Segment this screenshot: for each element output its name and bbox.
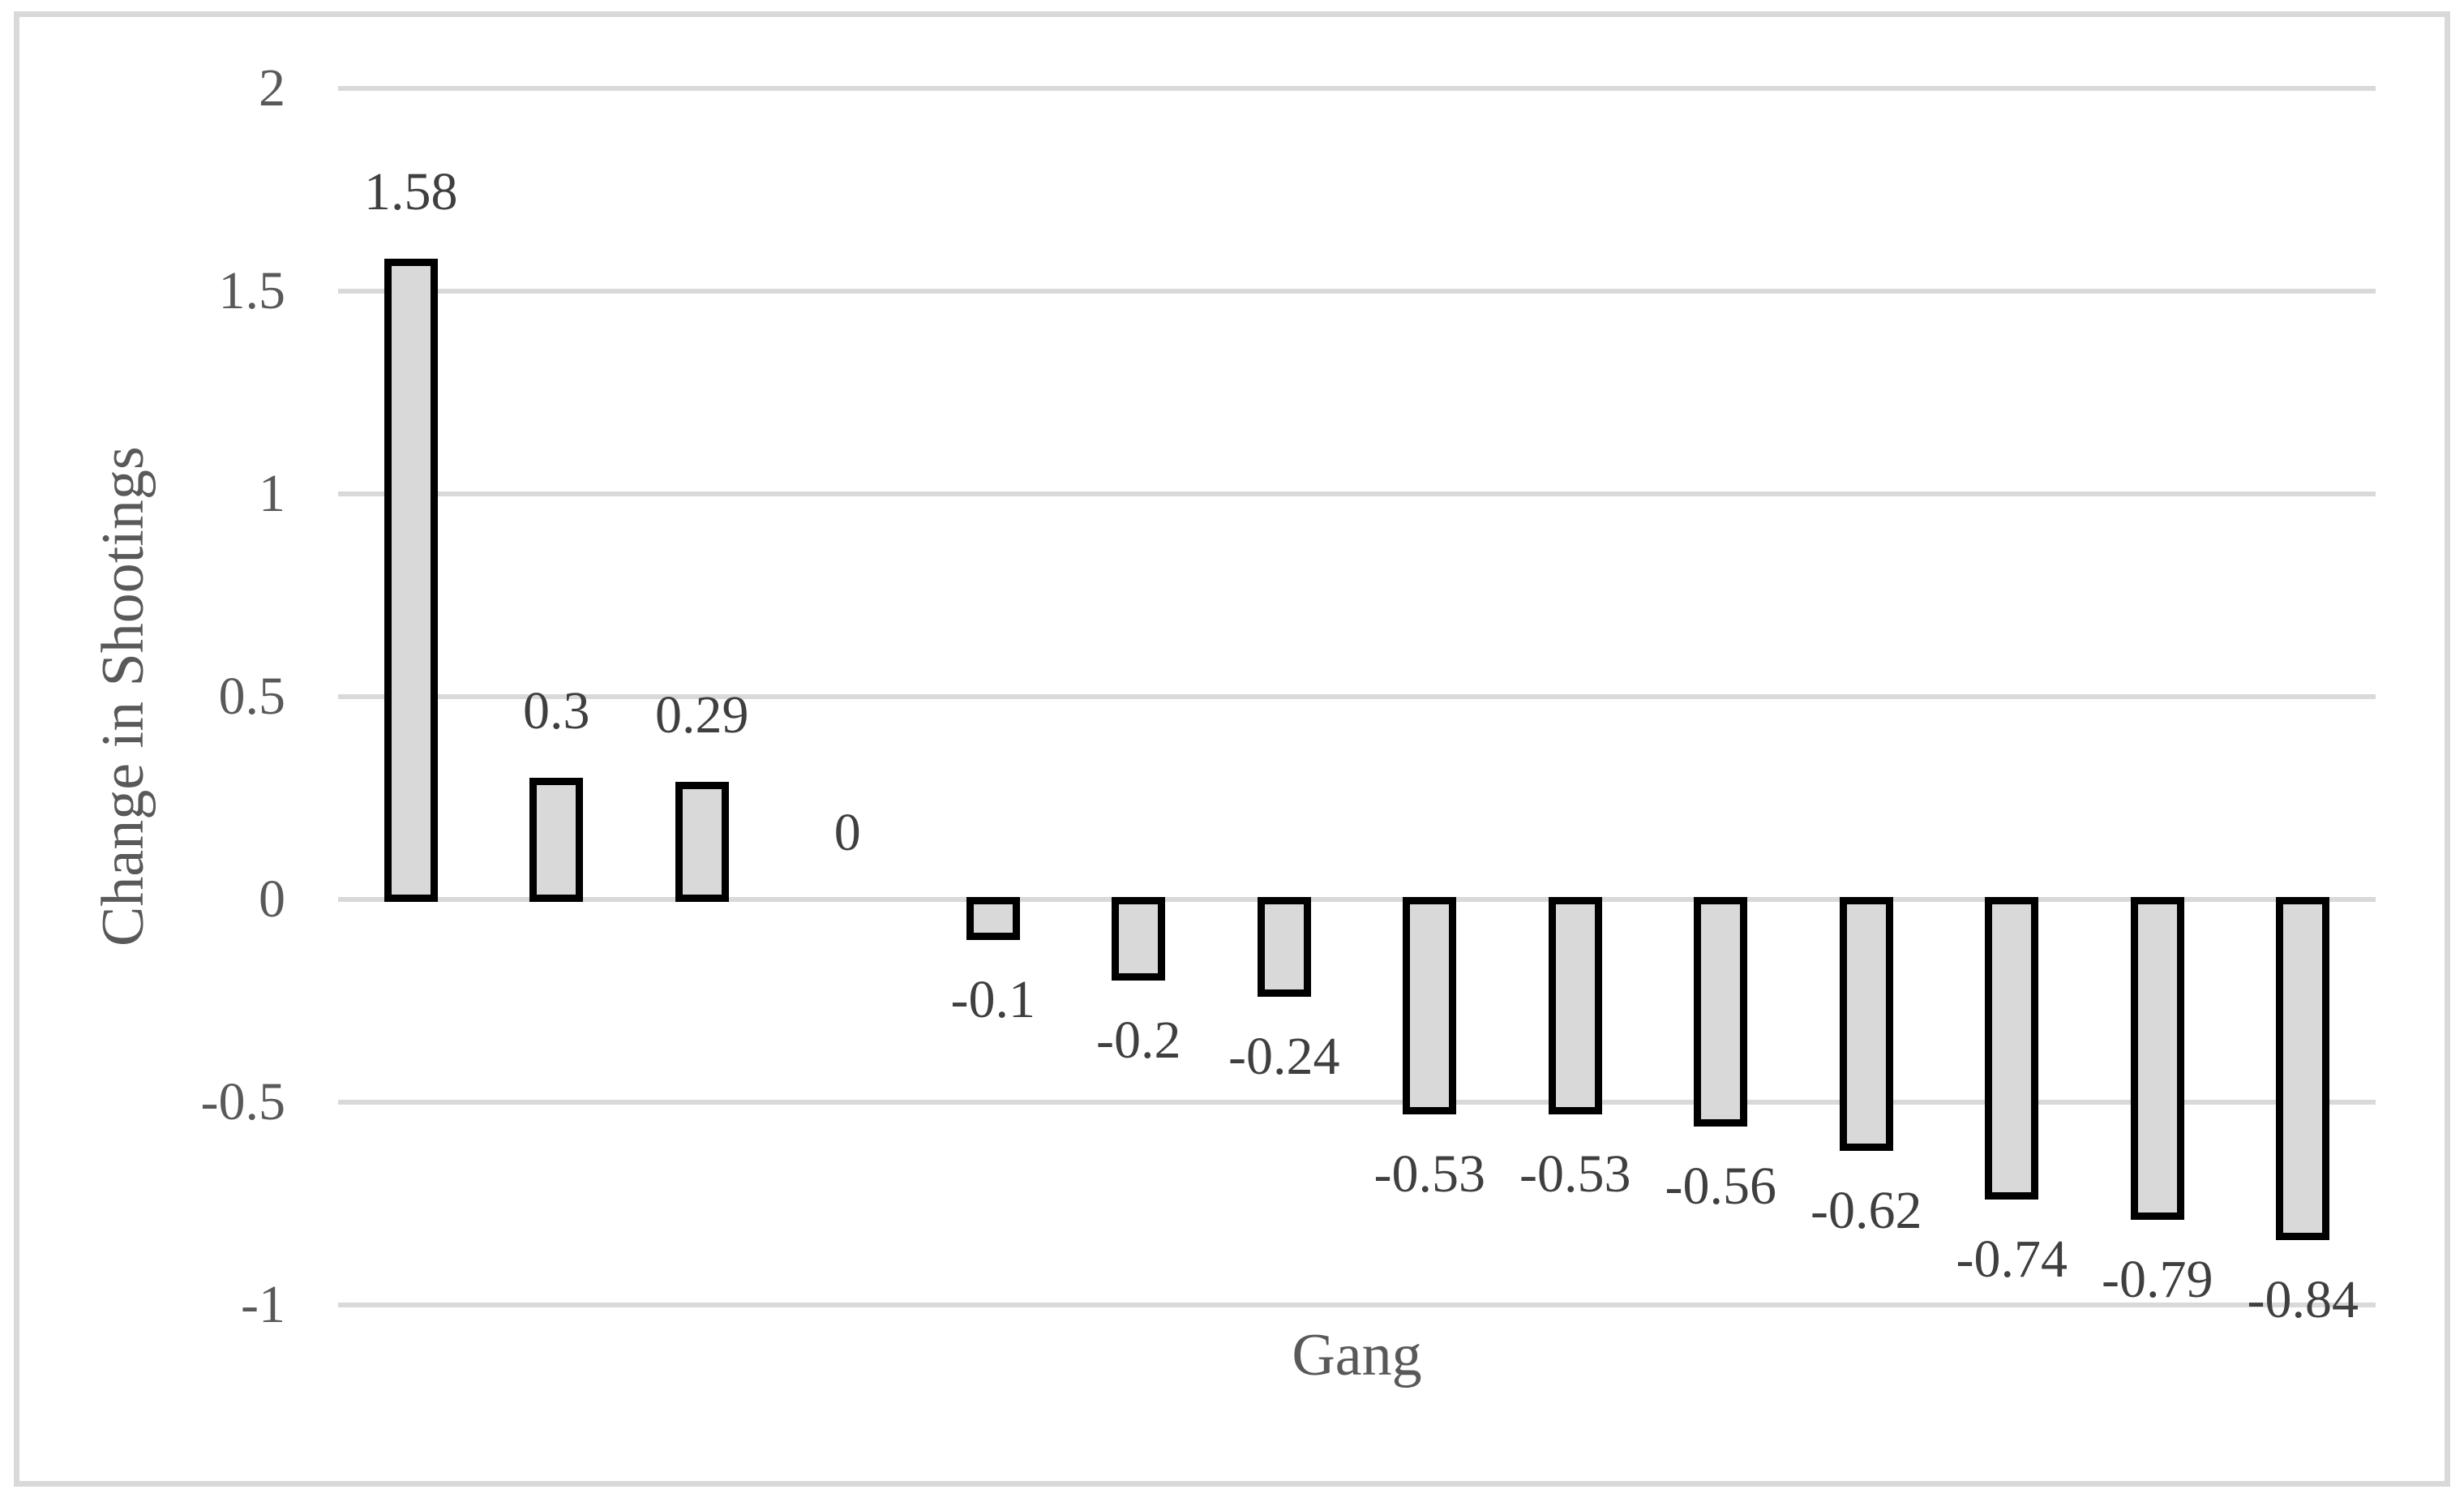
bar bbox=[1839, 897, 1893, 1151]
gridline bbox=[338, 491, 2376, 496]
gridline bbox=[338, 694, 2376, 699]
bar bbox=[2276, 897, 2330, 1240]
y-tick-label: 0 bbox=[259, 869, 285, 929]
y-tick-label: 1.5 bbox=[218, 261, 286, 320]
gridline bbox=[338, 1100, 2376, 1105]
bar bbox=[529, 778, 584, 902]
data-label: -0.2 bbox=[1096, 1011, 1181, 1070]
data-label: -0.56 bbox=[1665, 1157, 1776, 1216]
bar bbox=[1403, 897, 1457, 1114]
data-label: 1.58 bbox=[364, 162, 458, 221]
data-label: -0.79 bbox=[2102, 1250, 2213, 1309]
gridline bbox=[338, 86, 2376, 91]
data-label: -0.53 bbox=[1519, 1144, 1631, 1204]
gridline bbox=[338, 1303, 2376, 1307]
gridline bbox=[338, 289, 2376, 294]
bar bbox=[966, 897, 1020, 940]
bar bbox=[675, 782, 729, 902]
y-tick-label: 1 bbox=[259, 464, 285, 523]
data-label: -0.74 bbox=[1956, 1230, 2068, 1289]
x-axis-title: Gang bbox=[1292, 1322, 1422, 1389]
data-label: -0.62 bbox=[1811, 1181, 1922, 1240]
y-tick-label: 2 bbox=[259, 58, 285, 118]
bar bbox=[384, 259, 438, 902]
bar bbox=[1694, 897, 1748, 1127]
bar bbox=[1112, 897, 1166, 981]
plot-area: 1.58 0.3 0.29 0 -0.1 -0.2 -0.24 -0.53 -0.53 -0.56… bbox=[338, 86, 2376, 1329]
y-tick-label: -1 bbox=[241, 1275, 285, 1334]
y-tick-label: -0.5 bbox=[200, 1072, 285, 1131]
bar bbox=[2130, 897, 2184, 1220]
bar bbox=[1985, 897, 2039, 1200]
data-label: -0.53 bbox=[1373, 1144, 1485, 1204]
data-label: -0.84 bbox=[2247, 1270, 2359, 1329]
data-label: 0 bbox=[833, 803, 861, 862]
bar bbox=[1548, 897, 1602, 1114]
gridline bbox=[338, 897, 2376, 902]
data-label: -0.24 bbox=[1228, 1027, 1340, 1086]
data-label: 0.29 bbox=[655, 685, 749, 745]
y-tick-label: 0.5 bbox=[218, 667, 286, 726]
data-label: 0.3 bbox=[523, 681, 590, 740]
bar bbox=[1257, 897, 1311, 997]
data-label: -0.1 bbox=[950, 970, 1035, 1029]
